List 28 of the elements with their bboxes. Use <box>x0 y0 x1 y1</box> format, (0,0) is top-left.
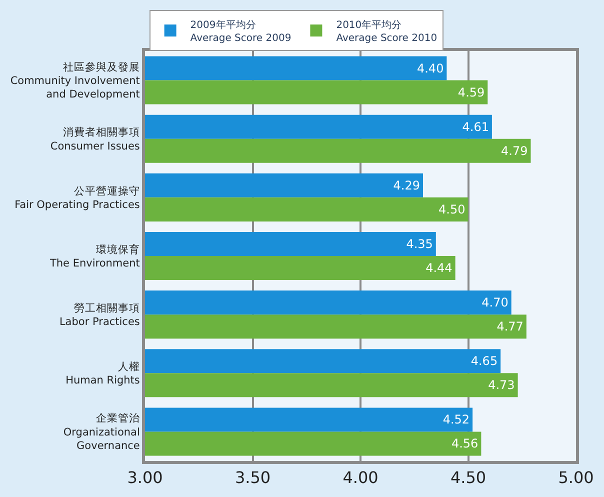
data-label: 4.61 <box>462 120 489 134</box>
data-label: 4.56 <box>451 436 478 451</box>
data-label: 4.65 <box>470 354 498 368</box>
data-label: 4.79 <box>501 144 528 158</box>
x-tick-label: 3.50 <box>234 468 271 488</box>
data-label: 4.52 <box>442 412 470 427</box>
x-tick-label: 5.00 <box>558 468 594 488</box>
y-tick-label: 社區參與及發展 Community Involvement and Development <box>10 60 140 101</box>
data-label: 4.77 <box>496 320 524 334</box>
y-tick-label: 人權 Human Rights <box>66 360 140 387</box>
x-tick-label: 4.50 <box>450 468 486 488</box>
data-label: 4.70 <box>482 296 508 310</box>
data-label: 4.29 <box>393 178 420 192</box>
data-label: 4.59 <box>458 85 485 100</box>
y-tick-label: 公平營運操守 Fair Operating Practices <box>14 184 140 211</box>
x-tick-label: 3.00 <box>127 468 163 488</box>
y-tick-label: 企業管治 Organizational Governance <box>63 412 140 452</box>
data-label: 4.50 <box>438 202 466 216</box>
data-label: 4.73 <box>488 378 515 392</box>
y-tick-label: 勞工相關事項 Labor Practices <box>59 301 140 328</box>
data-label: 4.35 <box>406 236 433 251</box>
x-tick-label: 4.00 <box>342 468 378 488</box>
y-tick-label: 消費者相關事項 Consumer Issues <box>50 126 140 152</box>
legend-label: 2009年平均分 Average Score 2009 <box>190 18 292 44</box>
data-label: 4.44 <box>426 261 452 276</box>
y-tick-label: 環境保育 The Environment <box>48 242 140 270</box>
data-label: 4.40 <box>416 61 444 76</box>
legend-label: 2010年平均分 Average Score 2010 <box>336 18 438 44</box>
